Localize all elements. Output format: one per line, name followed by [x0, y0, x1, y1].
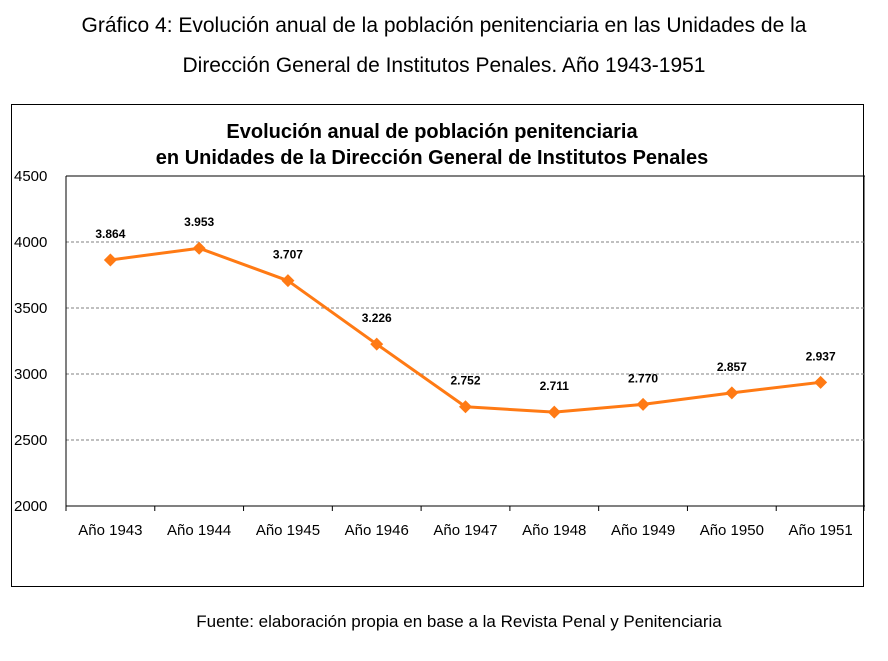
x-tick-label-5: Año 1948 — [522, 522, 586, 539]
data-point-5 — [547, 405, 561, 419]
data-label-7: 2.857 — [717, 360, 747, 374]
x-tick-label-2: Año 1945 — [256, 522, 320, 539]
data-point-0 — [103, 253, 117, 267]
x-tick-label-6: Año 1949 — [611, 522, 675, 539]
x-tick-label-1: Año 1944 — [167, 522, 231, 539]
x-tick-label-4: Año 1947 — [433, 522, 497, 539]
x-tick-label-3: Año 1946 — [345, 522, 409, 539]
data-label-0: 3.864 — [95, 227, 125, 241]
data-point-8 — [814, 375, 828, 389]
y-tick-label-2000: 2000 — [14, 498, 47, 515]
data-point-2 — [281, 274, 295, 288]
y-tick-label-4500: 4500 — [14, 168, 47, 185]
line-chart: Evolución anual de población penitenciar… — [14, 121, 865, 539]
data-label-5: 2.711 — [540, 379, 570, 393]
y-tick-label-4000: 4000 — [14, 234, 47, 251]
data-point-3 — [370, 337, 384, 351]
chart-title-line-1: Evolución anual de población penitenciar… — [226, 121, 638, 143]
x-tick-label-7: Año 1950 — [700, 522, 764, 539]
figure-caption-line-1: Gráfico 4: Evolución anual de la poblaci… — [81, 14, 807, 37]
data-label-4: 2.752 — [450, 374, 480, 388]
data-label-6: 2.770 — [628, 371, 658, 385]
data-point-4 — [459, 400, 472, 414]
source-note: Fuente: elaboración propia en base a la … — [196, 612, 722, 631]
data-label-8: 2.937 — [806, 349, 836, 363]
chart-container: Evolución anual de población penitenciar… — [11, 104, 865, 587]
data-point-6 — [636, 397, 650, 411]
x-tick-label-8: Año 1951 — [788, 522, 852, 539]
data-point-7 — [725, 386, 739, 400]
data-label-1: 3.953 — [184, 215, 214, 229]
y-tick-label-2500: 2500 — [14, 432, 47, 449]
figure-caption: Gráfico 4: Evolución anual de la poblaci… — [0, 6, 888, 86]
data-point-1 — [192, 241, 206, 255]
data-label-3: 3.226 — [362, 311, 392, 325]
figure-caption-line-2: Dirección General de Institutos Penales.… — [182, 54, 706, 77]
x-tick-label-0: Año 1943 — [78, 522, 142, 539]
y-tick-label-3000: 3000 — [14, 366, 47, 383]
data-label-2: 3.707 — [273, 248, 303, 262]
y-tick-label-3500: 3500 — [14, 300, 47, 317]
chart-title-line-2: en Unidades de la Dirección General de I… — [156, 147, 708, 169]
